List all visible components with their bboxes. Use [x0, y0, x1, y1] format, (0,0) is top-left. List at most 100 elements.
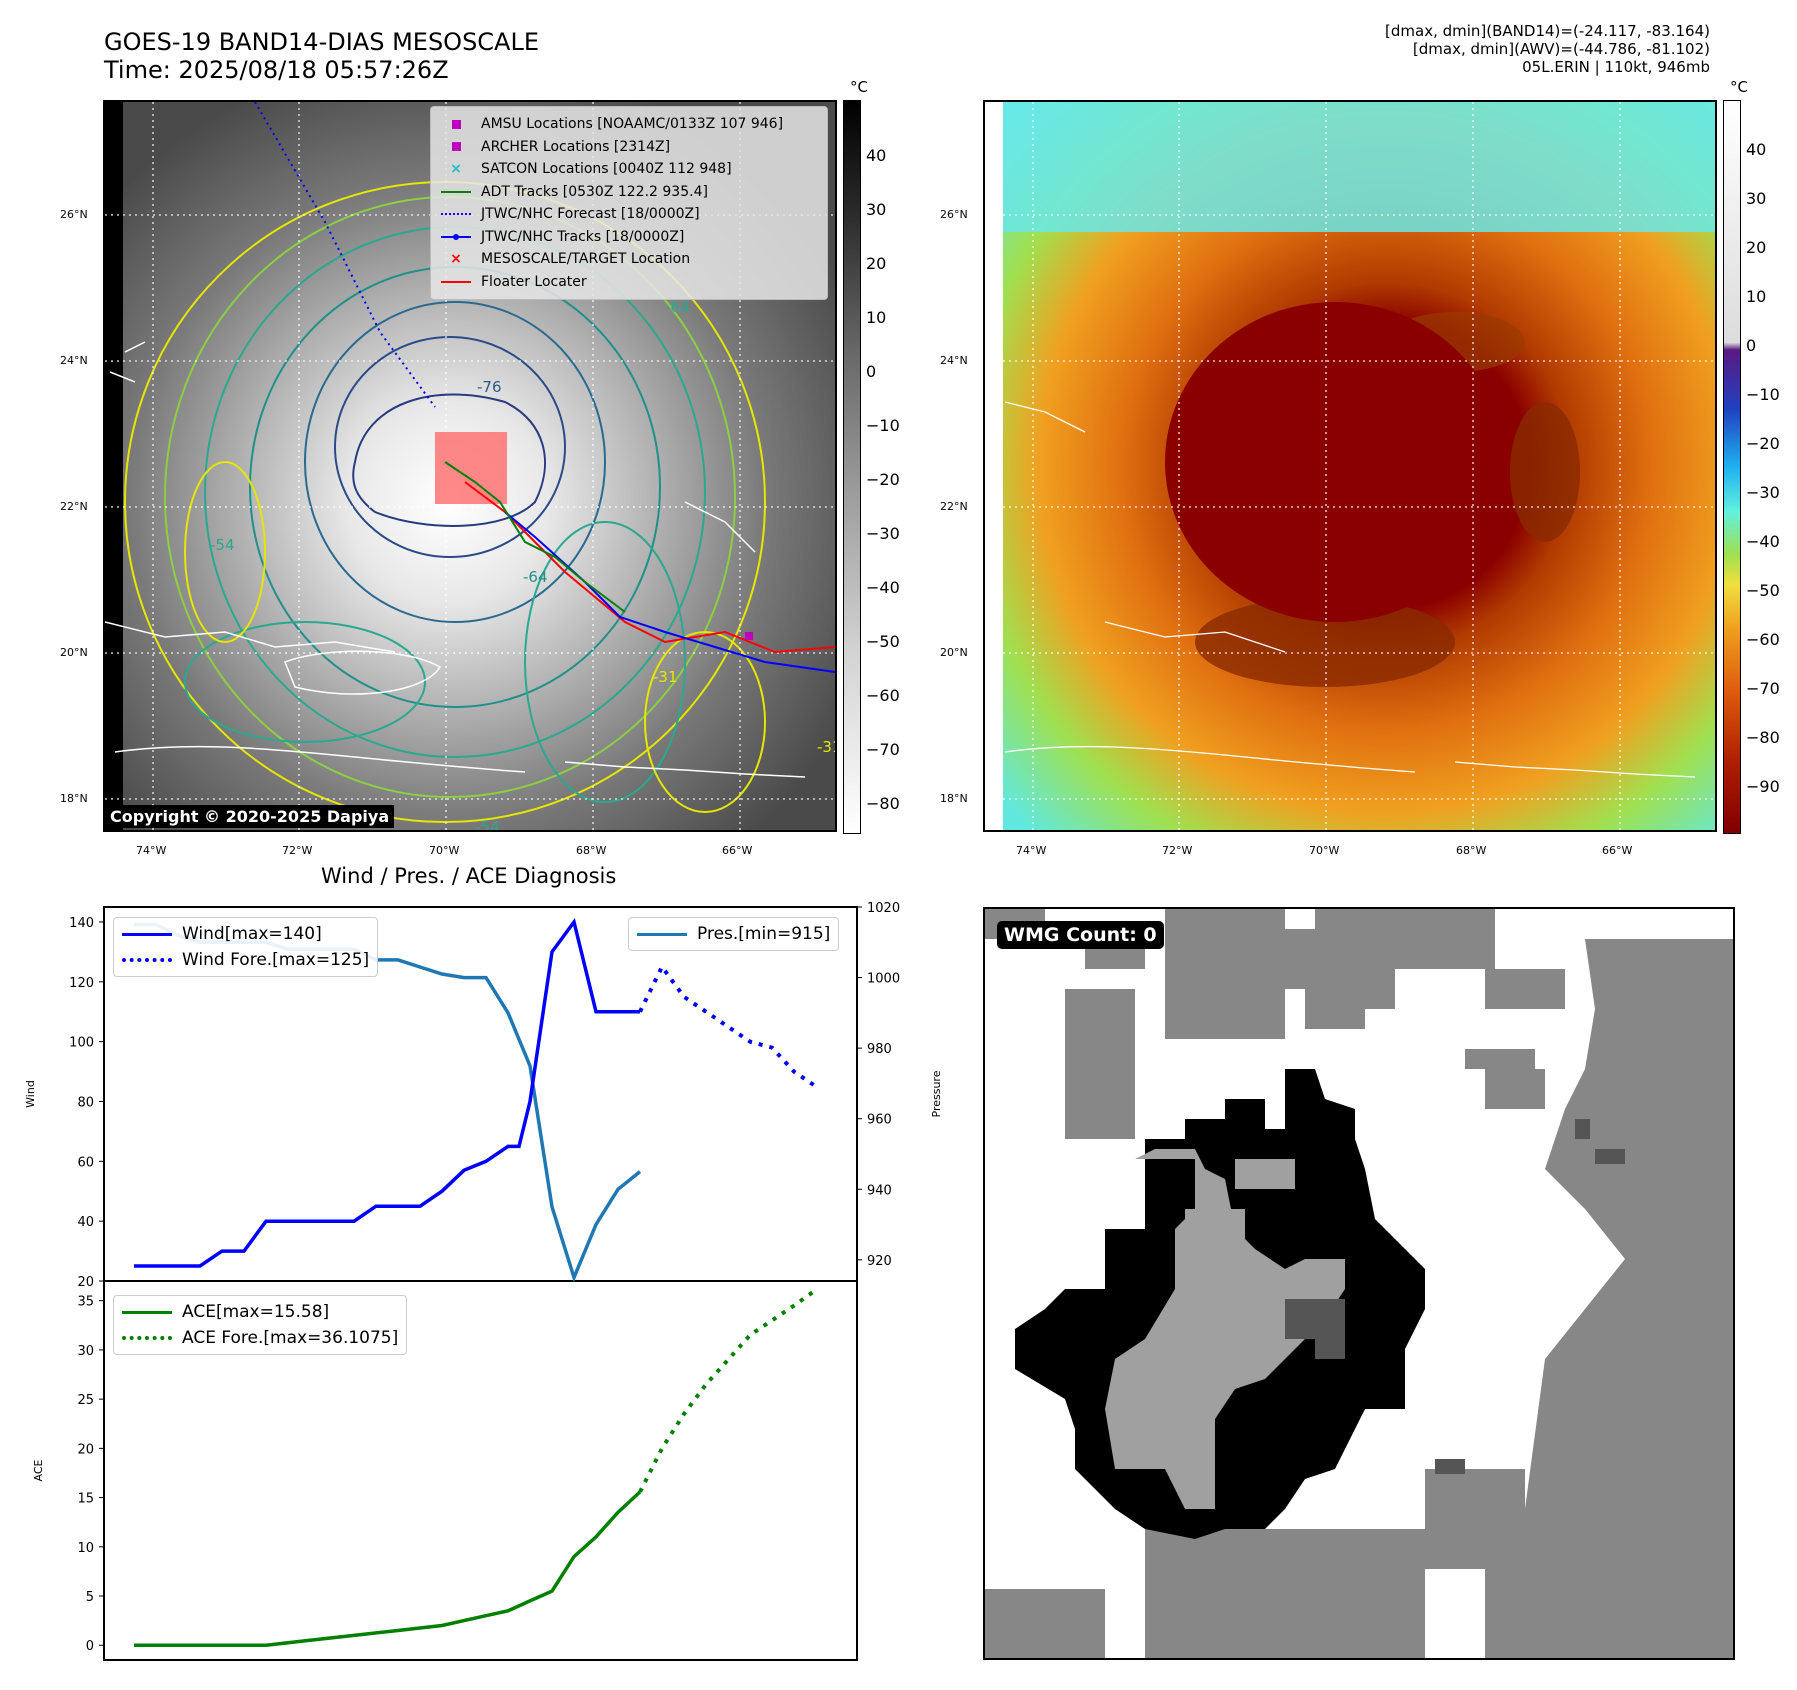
colorbar-tick: −20: [866, 470, 900, 489]
target-box: [435, 432, 507, 504]
ace-tick-label: 35: [77, 1295, 94, 1310]
colorbar-tick: −70: [1746, 679, 1780, 698]
colorbar-tick: −40: [866, 578, 900, 597]
colorbar-tick: 20: [1746, 238, 1767, 257]
wind-forecast-line: [638, 962, 818, 1089]
ace-forecast-line: [638, 1288, 818, 1493]
line-marker-icon: [637, 932, 687, 936]
wind-legend: Wind[max=140] Wind Fore.[max=125]: [113, 917, 379, 977]
colorbar-tick: −50: [866, 632, 900, 651]
dotted-line-icon: [122, 958, 172, 962]
lat-tick-label: 18°N: [60, 792, 88, 805]
lat-tick-label: 20°N: [60, 646, 88, 659]
colorbar-tick: −70: [866, 740, 900, 759]
wind-tick-label: 120: [69, 976, 94, 991]
colorbar-tick: 10: [1746, 287, 1767, 306]
wind-tick-label: 20: [77, 1275, 94, 1290]
colorbar-tick: −50: [1746, 581, 1780, 600]
contour-label: -64: [523, 568, 548, 586]
colorbar-tick: 0: [866, 362, 877, 381]
lon-tick-label: 72°W: [1162, 844, 1193, 857]
legend-item: AMSU Locations [NOAAMC/0133Z 107 946]: [439, 113, 819, 136]
ace-tick-label: 30: [77, 1344, 94, 1359]
legend-item: ACE Fore.[max=36.1075]: [122, 1325, 398, 1351]
colorbar-tick: 40: [866, 146, 887, 165]
wind-tick-label: 140: [69, 916, 94, 931]
ir-colorbar-unit: °C: [850, 78, 868, 96]
floater-track: [464, 481, 835, 654]
info-line-3: 05L.ERIN | 110kt, 946mb: [1522, 58, 1710, 76]
contour-label: -54: [475, 818, 500, 830]
copyright-label: Copyright © 2020-2025 Dapiya: [105, 805, 395, 828]
lon-tick-label: 72°W: [282, 844, 313, 857]
legend-item: JTWC/NHC Forecast [18/0000Z]: [439, 203, 819, 226]
wind-tick-label: 80: [77, 1095, 94, 1110]
ir-colorbar: [843, 100, 861, 834]
wmg-panel: WMG Count: 0: [983, 907, 1735, 1660]
legend-item: ARCHER Locations [2314Z]: [439, 136, 819, 159]
wind-tick-label: 100: [69, 1036, 94, 1051]
ace-line: [134, 1490, 642, 1647]
pressure-tick-label: 1000: [867, 972, 900, 987]
pressure-tick-label: 1020: [867, 901, 900, 916]
square-marker-icon: [439, 119, 473, 129]
ace-legend: ACE[max=15.58] ACE Fore.[max=36.1075]: [113, 1295, 408, 1355]
contour-label: -31: [817, 738, 835, 756]
pressure-tick-label: 940: [867, 1183, 892, 1198]
ace-axis-label: ACE: [32, 1459, 45, 1481]
line-dot-icon: [439, 233, 473, 240]
enhanced-map-panel: [983, 100, 1717, 832]
colorbar-tick: −10: [866, 416, 900, 435]
colorbar-tick: 30: [866, 200, 887, 219]
info-text: [dmax, dmin](BAND14)=(-24.117, -83.164) …: [1385, 22, 1710, 76]
ace-tick-label: 5: [86, 1590, 94, 1605]
legend-item: Floater Locater: [439, 271, 819, 294]
lat-tick-label: 24°N: [60, 354, 88, 367]
colorbar-tick: −30: [1746, 483, 1780, 502]
colorbar-tick: −90: [1746, 777, 1780, 796]
legend-item: Pres.[min=915]: [637, 921, 830, 947]
line-marker-icon: [122, 1310, 172, 1314]
wind-tick-label: 40: [77, 1215, 94, 1230]
lon-tick-label: 70°W: [1309, 844, 1340, 857]
lon-tick-label: 68°W: [576, 844, 607, 857]
x-marker-icon: ×: [450, 161, 462, 178]
title-line-2: Time: 2025/08/18 05:57:26Z: [104, 56, 449, 84]
enhanced-map-image: [985, 102, 1715, 830]
ace-tick-label: 15: [77, 1492, 94, 1507]
colorbar-tick: −60: [866, 686, 900, 705]
dotted-line-icon: [439, 213, 473, 216]
colorbar-tick: 40: [1746, 140, 1767, 159]
wmg-count-badge: WMG Count: 0: [997, 921, 1164, 949]
pressure-tick-label: 960: [867, 1113, 892, 1128]
contour-label: -54: [210, 536, 235, 554]
colorbar-tick: −20: [1746, 434, 1780, 453]
info-line-2: [dmax, dmin](AWV)=(-44.786, -81.102): [1412, 40, 1710, 58]
wind-axis-label: Wind: [24, 1080, 37, 1108]
lat-tick-label: 26°N: [60, 208, 88, 221]
lat-tick-label: 24°N: [940, 354, 968, 367]
colorbar-tick: 30: [1746, 189, 1767, 208]
legend-item: Wind Fore.[max=125]: [122, 947, 369, 973]
colorbar-tick: −60: [1746, 630, 1780, 649]
lat-tick-label: 18°N: [940, 792, 968, 805]
ace-tick-label: 25: [77, 1393, 94, 1408]
legend-item: Wind[max=140]: [122, 921, 369, 947]
legend-item: ACE[max=15.58]: [122, 1299, 398, 1325]
contour-label: -76: [477, 378, 502, 396]
colorbar-tick: 20: [866, 254, 887, 273]
colorbar-tick: 0: [1746, 336, 1757, 355]
nhc-track: [504, 511, 835, 673]
legend-item: × SATCON Locations [0040Z 112 948]: [439, 158, 819, 181]
lon-tick-label: 66°W: [722, 844, 753, 857]
colorbar-tick: 10: [866, 308, 887, 327]
legend-item: ADT Tracks [0530Z 122.2 935.4]: [439, 181, 819, 204]
wmg-image: [985, 909, 1733, 1658]
info-line-1: [dmax, dmin](BAND14)=(-24.117, -83.164): [1385, 22, 1710, 40]
map-legend: AMSU Locations [NOAAMC/0133Z 107 946] AR…: [430, 106, 828, 300]
title-line-1: GOES-19 BAND14-DIAS MESOSCALE: [104, 28, 540, 56]
pressure-tick-label: 920: [867, 1254, 892, 1269]
colorbar-tick: −40: [1746, 532, 1780, 551]
figure-title: GOES-19 BAND14-DIAS MESOSCALE Time: 2025…: [104, 28, 539, 84]
colorbar-tick: −10: [1746, 385, 1780, 404]
